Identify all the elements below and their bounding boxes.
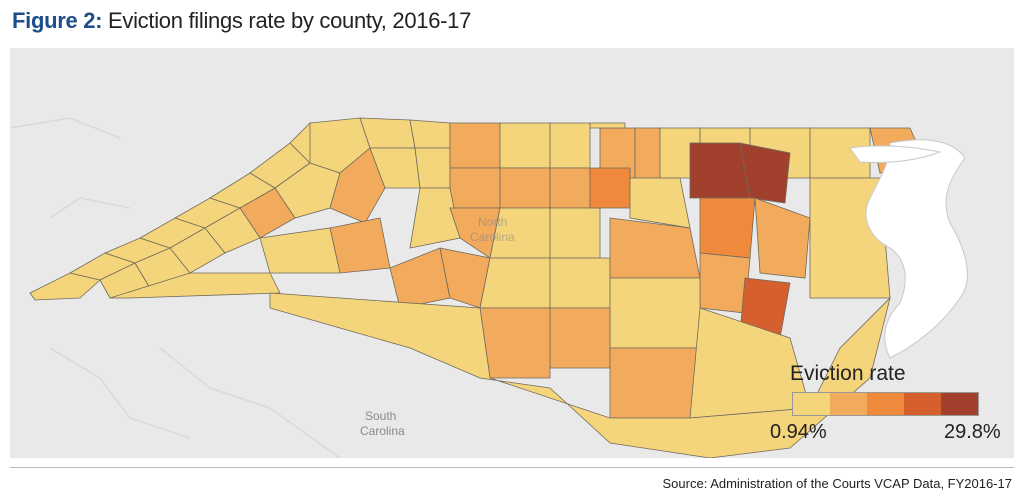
county-shape[interactable] (549, 307, 611, 369)
county-shape[interactable] (609, 347, 701, 419)
county-shape[interactable] (259, 227, 341, 274)
neighbor-state-label-2: Carolina (360, 424, 405, 438)
county-shape[interactable] (499, 122, 551, 169)
legend-swatch-4 (904, 393, 941, 415)
county-shape[interactable] (499, 167, 551, 209)
legend-swatch-5 (941, 393, 978, 415)
county-shape[interactable] (29, 272, 101, 301)
footer-divider (10, 467, 1014, 468)
pamlico-sound (865, 139, 968, 359)
county-shape[interactable] (479, 307, 551, 379)
basemap-roads (10, 117, 341, 458)
county-shape[interactable] (389, 247, 451, 309)
county-shape[interactable] (449, 167, 501, 209)
state-label-1: North (478, 215, 507, 229)
county-shape[interactable] (449, 122, 501, 169)
neighbor-state-label-1: South (365, 409, 396, 423)
figure-number: Figure 2: (12, 8, 103, 33)
county-shape[interactable] (479, 257, 551, 309)
county-shape[interactable] (609, 277, 701, 349)
county-shape[interactable] (414, 147, 451, 189)
legend-swatch-3 (867, 393, 904, 415)
county-shape[interactable] (409, 119, 451, 149)
county-shape[interactable] (329, 217, 391, 274)
figure-title: Figure 2: Eviction filings rate by count… (12, 8, 471, 34)
legend-swatch-1 (793, 393, 830, 415)
county-shape[interactable] (549, 122, 591, 169)
county-shape[interactable] (689, 142, 751, 199)
source-note: Source: Administration of the Courts VCA… (662, 476, 1013, 491)
county-shape[interactable] (754, 197, 811, 279)
county-shape[interactable] (634, 127, 661, 179)
county-shape[interactable] (549, 207, 601, 259)
county-shape[interactable] (109, 272, 281, 299)
county-shape[interactable] (549, 257, 611, 309)
county-shape[interactable] (699, 197, 756, 259)
county-shape[interactable] (589, 122, 626, 129)
choropleth-map: South Carolina North Carolina (10, 117, 968, 458)
legend-color-scale (792, 392, 979, 416)
legend-swatch-2 (830, 393, 867, 415)
map-canvas[interactable]: South Carolina North Carolina (10, 48, 1014, 458)
legend-title: Eviction rate (790, 362, 906, 385)
county-shape[interactable] (359, 117, 416, 149)
county-shape[interactable] (739, 142, 791, 204)
county-shape[interactable] (589, 167, 631, 209)
albemarle-sound (849, 145, 942, 163)
county-layer (29, 117, 931, 458)
legend-max-label: 29.8% (944, 421, 1001, 443)
legend-min-label: 0.94% (770, 421, 827, 443)
county-shape[interactable] (629, 177, 691, 229)
county-shape[interactable] (549, 167, 591, 209)
state-label-2: Carolina (470, 230, 515, 244)
figure-title-text: Eviction filings rate by county, 2016-17 (108, 8, 472, 33)
